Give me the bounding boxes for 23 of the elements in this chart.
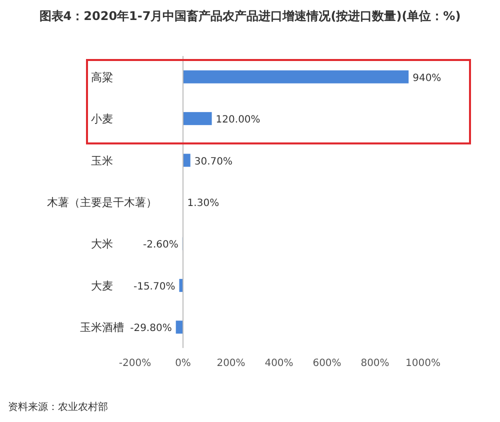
x-tick-label: 600% [312, 358, 342, 369]
data-label: 1.30% [187, 198, 220, 209]
y-tick-label: 小麦 [91, 112, 113, 126]
x-tick-label: -200% [118, 358, 152, 369]
data-label: -29.80% [130, 323, 172, 334]
y-tick-label: 高粱 [91, 70, 113, 84]
chart-title: 图表4：2020年1-7月中国畜产品农产品进口增速情况(按进口数量)(单位：%) [39, 9, 461, 23]
x-tick-label: 200% [216, 358, 246, 369]
data-label: 120.00% [216, 114, 260, 126]
data-label: -2.60% [142, 240, 178, 251]
text: 资料来源：农业农村部 [8, 401, 108, 413]
data-label: 940% [412, 72, 442, 84]
x-tick-label: 0% [175, 358, 191, 369]
y-tick-label: 大米 [91, 238, 113, 251]
y-tick-label: 玉米酒槽 [80, 321, 124, 334]
x-tick-label: 1000% [406, 358, 440, 369]
x-tick-label: 800% [360, 358, 390, 369]
y-tick-label: 玉米 [91, 154, 113, 168]
data-label: 30.70% [194, 156, 233, 168]
y-tick-label: 木薯（主要是干木薯） [47, 196, 157, 209]
x-tick-label: 400% [264, 358, 294, 369]
data-label: -15.70% [133, 281, 176, 292]
y-tick-label: 大麦 [91, 279, 113, 292]
